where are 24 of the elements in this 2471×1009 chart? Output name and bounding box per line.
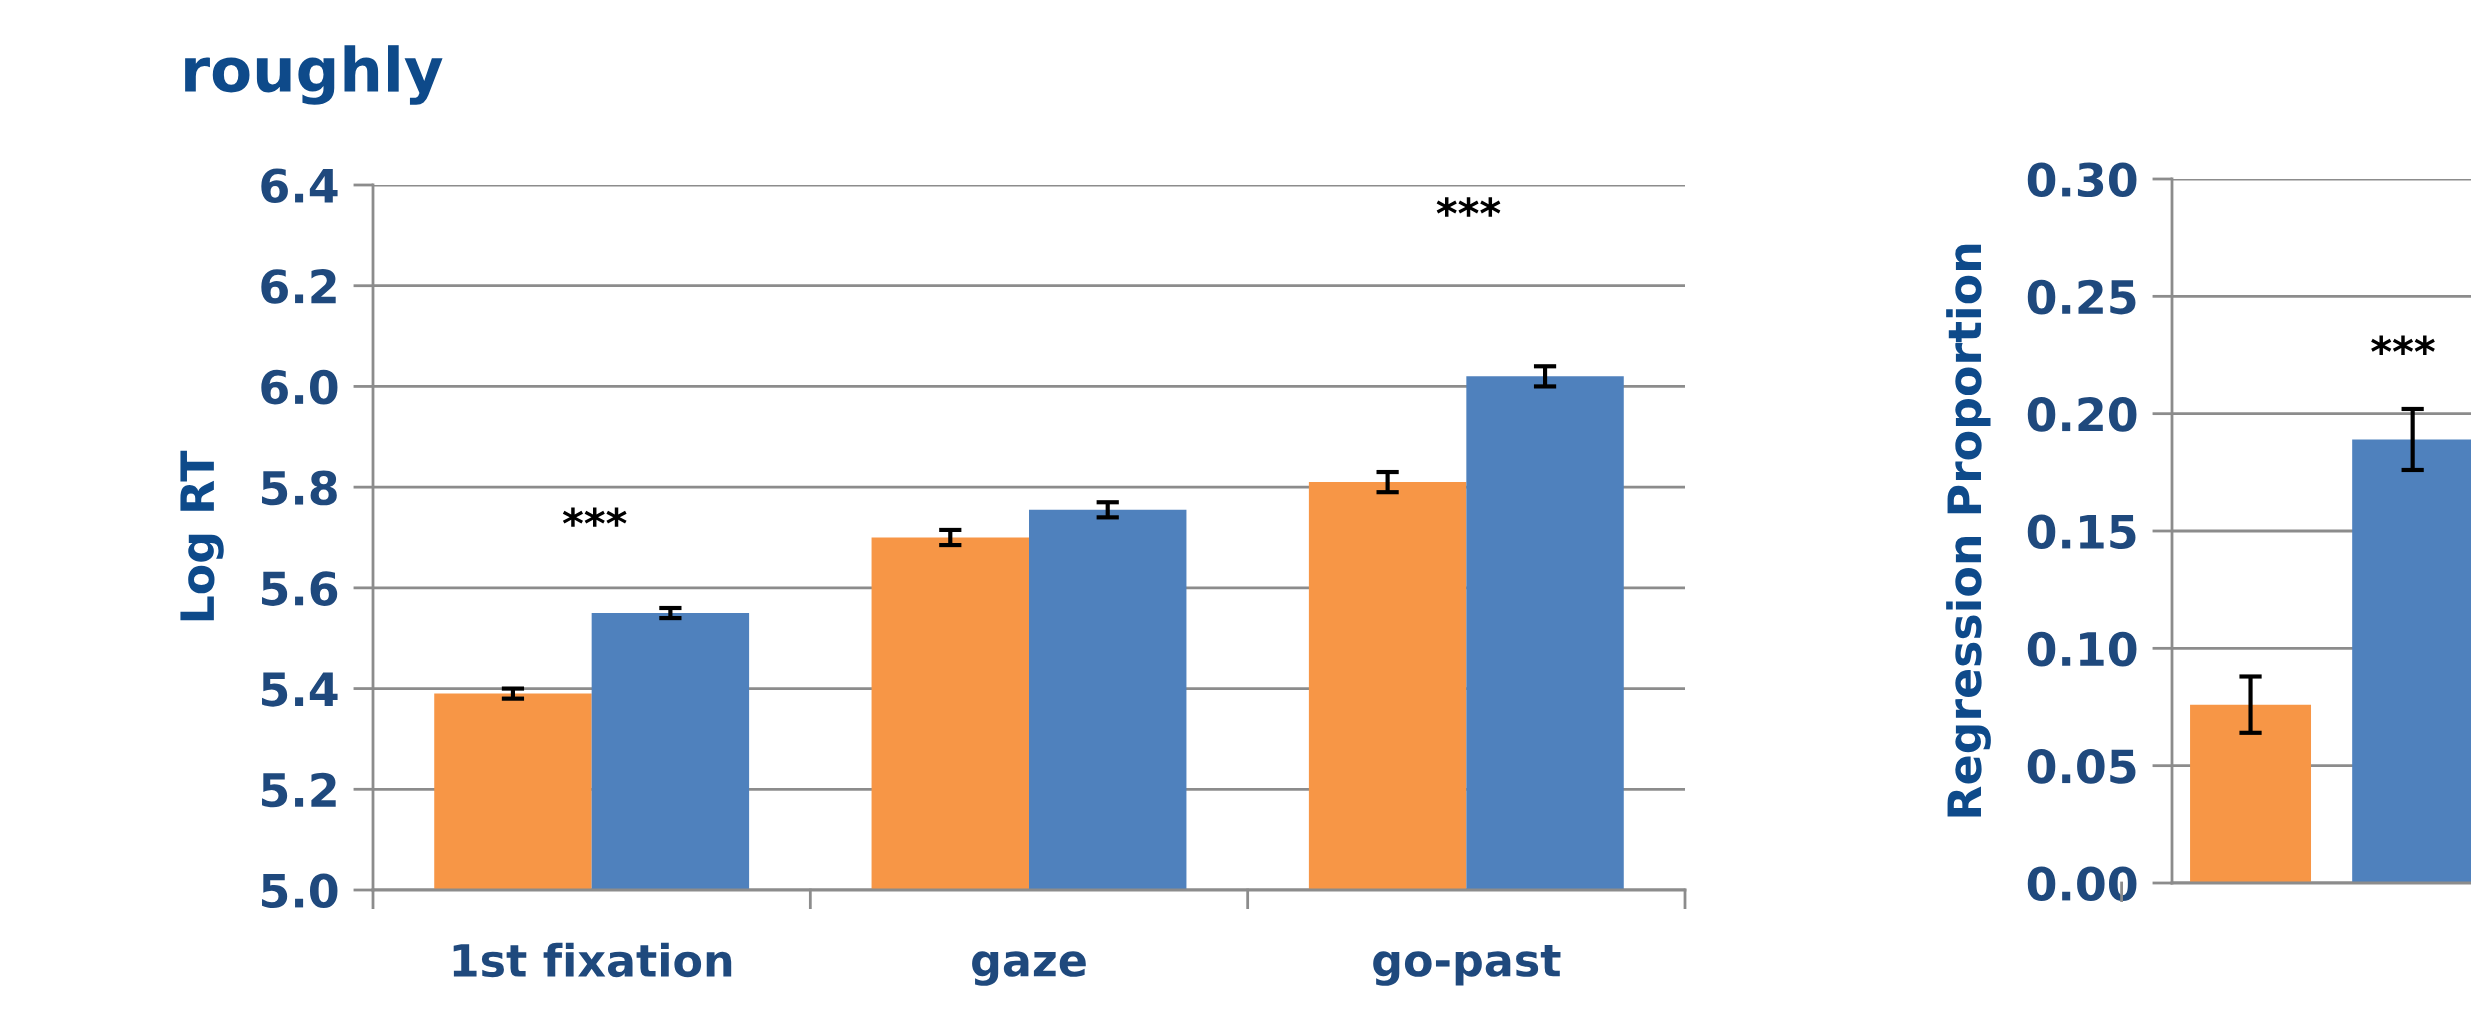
y-tick-label: 0.10: [2027, 631, 2137, 667]
y-tick-label: 5.4: [262, 672, 338, 707]
y-tick-label: 5.8: [262, 470, 337, 506]
y-tick-label: 0.25: [2027, 279, 2136, 315]
annotation: ***: [2371, 335, 2435, 355]
y-tick-label: 6.2: [261, 269, 336, 304]
y-axis-title: Log RT: [180, 450, 224, 621]
y-tick-label: 0.30: [2027, 162, 2137, 198]
y-tick-label: 5.6: [262, 571, 338, 606]
x-tick-label: gaze: [972, 951, 1086, 986]
y-axis-title: Regression Proportion: [1946, 244, 1991, 817]
chart-title: roughly: [185, 45, 443, 105]
x-tick-label: 1st fixation: [453, 942, 732, 978]
x-tick-label: go-past: [1373, 944, 1561, 986]
annotation: ***: [562, 507, 627, 527]
y-tick-label: 6.4: [261, 168, 338, 204]
y-tick-label: 0.05: [2027, 749, 2136, 784]
annotation: ***: [1436, 197, 1501, 217]
y-tick-label: 6.0: [261, 369, 338, 405]
y-tick-label: 5.0: [262, 873, 338, 909]
y-tick-label: 0.20: [2027, 397, 2137, 432]
y-tick-label: 5.2: [262, 772, 336, 808]
y-tick-label: 0.15: [2027, 514, 2136, 550]
y-tick-label: 0.00: [2027, 866, 2137, 902]
